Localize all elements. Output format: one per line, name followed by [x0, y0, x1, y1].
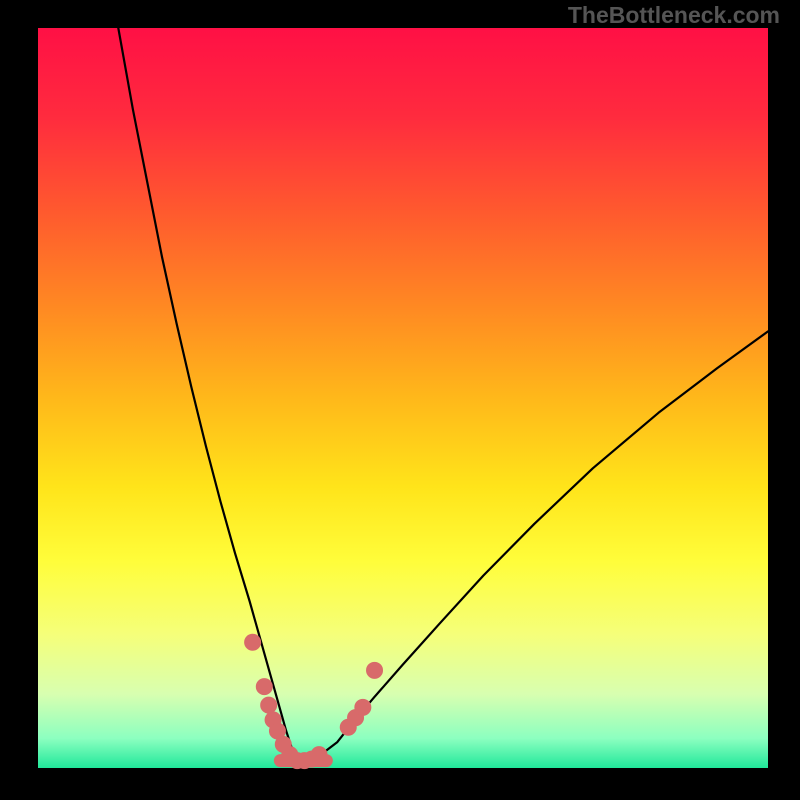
data-marker	[245, 634, 261, 650]
chart-stage: TheBottleneck.com	[0, 0, 800, 800]
watermark-text: TheBottleneck.com	[568, 2, 780, 29]
data-marker	[367, 662, 383, 678]
data-marker	[355, 699, 371, 715]
data-marker	[311, 747, 327, 763]
chart-svg	[38, 28, 768, 768]
data-marker	[256, 679, 272, 695]
bottleneck-curve	[118, 28, 768, 761]
plot-area	[38, 28, 768, 768]
data-marker	[261, 697, 277, 713]
